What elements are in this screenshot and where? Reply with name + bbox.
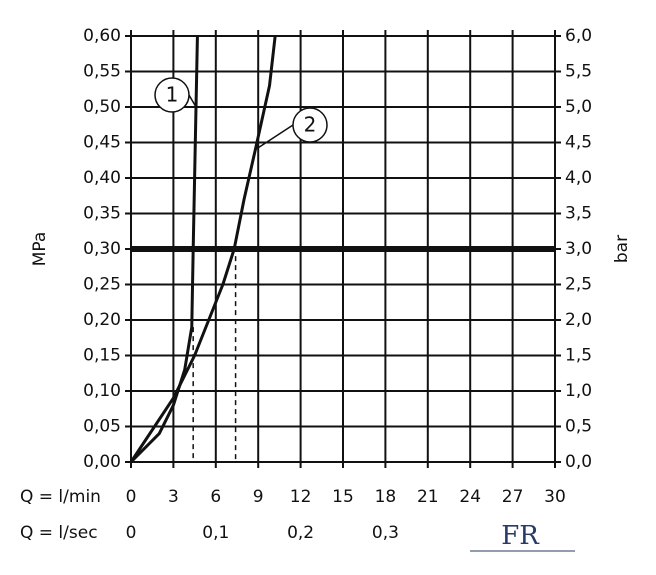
y2-tick-label: 3,5 bbox=[565, 204, 592, 224]
series-line bbox=[129, 35, 199, 464]
y-tick-label: 0,15 bbox=[83, 346, 121, 366]
y2-tick-label: 0,5 bbox=[565, 417, 592, 437]
y-tick-label: 0,30 bbox=[83, 239, 121, 259]
y-tick-label: 0,20 bbox=[83, 310, 121, 330]
x-tick-label: 6 bbox=[210, 487, 221, 507]
x-tick-label: 18 bbox=[375, 487, 397, 507]
x-tick-label: 9 bbox=[253, 487, 264, 507]
x-tick-label: 15 bbox=[332, 487, 354, 507]
x-tick-label: 0 bbox=[126, 487, 137, 507]
x2-axis-label: Q = l/sec bbox=[20, 523, 98, 543]
y2-tick-label: 6,0 bbox=[565, 26, 592, 46]
y-axis-label: MPa bbox=[30, 232, 50, 267]
y-tick-label: 0,50 bbox=[83, 97, 121, 117]
y2-tick-label: 1,0 bbox=[565, 381, 592, 401]
legend-label: 2 bbox=[304, 113, 317, 137]
logo: FR bbox=[501, 521, 540, 551]
y-tick-label: 0,45 bbox=[83, 133, 121, 153]
y-tick-label: 0,25 bbox=[83, 275, 121, 295]
y2-tick-label: 5,5 bbox=[565, 62, 592, 82]
y-tick-label: 0,00 bbox=[83, 452, 121, 472]
legend-label: 1 bbox=[166, 83, 179, 107]
y2-tick-label: 1,5 bbox=[565, 346, 592, 366]
y-tick-label: 0,40 bbox=[83, 168, 121, 188]
y2-tick-label: 4,0 bbox=[565, 168, 592, 188]
legend-marker bbox=[154, 77, 190, 113]
x-tick-label: 21 bbox=[417, 487, 439, 507]
x-tick-label: 27 bbox=[502, 487, 524, 507]
x-tick-label: 3 bbox=[168, 487, 179, 507]
x-tick-label: 12 bbox=[290, 487, 312, 507]
y2-tick-label: 2,0 bbox=[565, 310, 592, 330]
x2-tick-label: 0 bbox=[126, 523, 137, 543]
y2-tick-label: 4,5 bbox=[565, 133, 592, 153]
y-tick-label: 0,05 bbox=[83, 417, 121, 437]
x-tick-label: 30 bbox=[544, 487, 566, 507]
y-tick-label: 0,55 bbox=[83, 62, 121, 82]
x-tick-label: 24 bbox=[459, 487, 481, 507]
y2-tick-label: 0,0 bbox=[565, 452, 592, 472]
y-tick-label: 0,35 bbox=[83, 204, 121, 224]
y-tick-label: 0,10 bbox=[83, 381, 121, 401]
y2-tick-label: 2,5 bbox=[565, 275, 592, 295]
y2-tick-label: 5,0 bbox=[565, 97, 592, 117]
x2-tick-label: 0,3 bbox=[372, 523, 399, 543]
y-tick-label: 0,60 bbox=[83, 26, 121, 46]
legend-marker bbox=[292, 107, 328, 143]
y2-tick-label: 3,0 bbox=[565, 239, 592, 259]
y2-axis-label: bar bbox=[612, 235, 632, 263]
callout-leader bbox=[188, 94, 197, 108]
x2-tick-label: 0,1 bbox=[202, 523, 229, 543]
callout-leader bbox=[254, 124, 294, 151]
x-axis-label: Q = l/min bbox=[20, 487, 101, 507]
series-line bbox=[129, 35, 277, 463]
x2-tick-label: 0,2 bbox=[287, 523, 314, 543]
